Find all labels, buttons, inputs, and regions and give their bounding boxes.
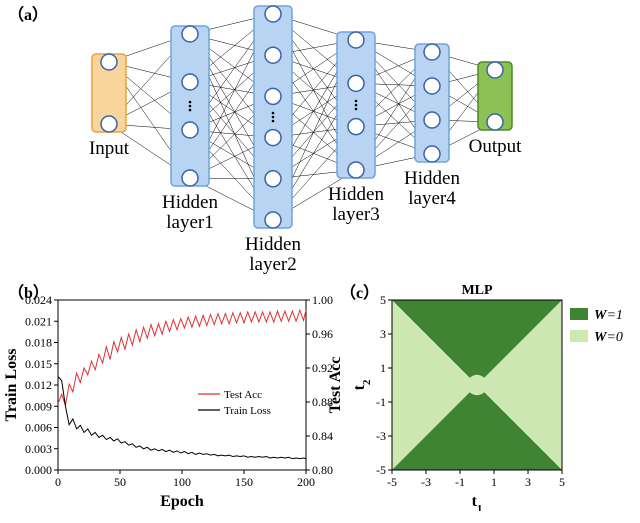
- y-tick-right-label: 0.96: [312, 327, 333, 341]
- y-tick-left-label: 0.003: [25, 442, 52, 456]
- layer-label: Hidden: [245, 234, 301, 255]
- x-axis-label: Epoch: [160, 493, 204, 510]
- x-axis-label: t1: [472, 493, 483, 511]
- y-tick-label: -5: [376, 463, 386, 477]
- x-tick-label: 3: [525, 475, 531, 489]
- neuron-node: [487, 62, 503, 78]
- y-axis-label-right: Test Acc: [327, 357, 340, 414]
- x-tick-label: 50: [114, 475, 126, 489]
- y-tick-label: -1: [376, 395, 386, 409]
- neuron-node: [265, 171, 281, 187]
- layer-label: layer3: [332, 204, 379, 225]
- x-tick-label: 200: [297, 475, 315, 489]
- neuron-node: [182, 26, 198, 42]
- x-tick-label: 5: [559, 475, 565, 489]
- y-tick-left-label: 0.009: [25, 399, 52, 413]
- neuron-node: [348, 75, 364, 91]
- neuron-node: [348, 32, 364, 48]
- region-center-circle: [467, 375, 487, 395]
- legend-label: Train Loss: [224, 405, 271, 417]
- chart-title: MLP: [461, 283, 493, 298]
- neuron-node: [265, 6, 281, 22]
- chart-frame: [58, 300, 306, 470]
- y-tick-left-label: 0.024: [25, 293, 52, 307]
- y-tick-right-label: 0.80: [312, 463, 333, 477]
- legend-label: W=1: [594, 308, 623, 323]
- y-axis-label-left: Train Loss: [3, 348, 20, 421]
- line-test-acc: [58, 310, 306, 405]
- panel-label-c: （c）: [340, 284, 379, 302]
- panel-b-training-chart: （b）0501001502000.0000.0030.0060.0090.012…: [0, 278, 340, 511]
- neuron-node: [265, 88, 281, 104]
- neuron-node: [348, 162, 364, 178]
- ellipsis-dot: [355, 108, 358, 111]
- ellipsis-dot: [355, 100, 358, 103]
- neuron-node: [348, 119, 364, 135]
- neuron-node: [182, 74, 198, 90]
- panel-a-network-diagram: （a）InputHiddenlayer1Hiddenlayer2Hiddenla…: [0, 0, 640, 290]
- layer-label: Output: [469, 136, 523, 157]
- ellipsis-dot: [272, 120, 275, 123]
- layer-label: Input: [89, 138, 130, 159]
- ellipsis-dot: [189, 101, 192, 104]
- neuron-node: [265, 212, 281, 228]
- y-tick-left-label: 0.006: [25, 421, 52, 435]
- x-tick-label: -1: [455, 475, 465, 489]
- y-tick-right-label: 0.84: [312, 429, 333, 443]
- neuron-node: [101, 116, 117, 132]
- ellipsis-dot: [272, 116, 275, 119]
- layer-box: [415, 44, 449, 162]
- neuron-node: [265, 130, 281, 146]
- y-tick-label: 3: [380, 327, 386, 341]
- neuron-node: [265, 47, 281, 63]
- x-tick-label: 100: [173, 475, 191, 489]
- ellipsis-dot: [189, 105, 192, 108]
- legend-swatch: [570, 308, 588, 320]
- neuron-node: [424, 78, 440, 94]
- x-tick-label: 0: [55, 475, 61, 489]
- y-tick-label: -3: [376, 429, 386, 443]
- neuron-node: [182, 122, 198, 138]
- legend-swatch: [570, 330, 588, 342]
- layer-label: Hidden: [404, 168, 460, 189]
- y-tick-label: 5: [380, 293, 386, 307]
- ellipsis-dot: [272, 112, 275, 115]
- y-tick-left-label: 0.021: [25, 314, 52, 328]
- neuron-node: [424, 44, 440, 60]
- y-tick-left-label: 0.015: [25, 357, 52, 371]
- neuron-node: [424, 112, 440, 128]
- neuron-node: [424, 146, 440, 162]
- y-tick-label: 1: [380, 361, 386, 375]
- line-train-loss: [58, 377, 306, 459]
- x-tick-label: -3: [421, 475, 431, 489]
- x-tick-label: 1: [491, 475, 497, 489]
- y-tick-left-label: 0.012: [25, 378, 52, 392]
- neuron-node: [182, 170, 198, 186]
- neuron-node: [101, 54, 117, 70]
- y-tick-left-label: 0.018: [25, 336, 52, 350]
- ellipsis-dot: [189, 109, 192, 112]
- y-axis-label: t2: [351, 379, 373, 390]
- neuron-node: [487, 114, 503, 130]
- panel-label-a: （a）: [8, 6, 48, 24]
- layer-label: Hidden: [328, 184, 384, 205]
- layer-label: layer2: [249, 254, 296, 275]
- x-tick-label: 150: [235, 475, 253, 489]
- y-tick-right-label: 1.00: [312, 293, 333, 307]
- legend-label: Test Acc: [224, 389, 262, 401]
- layer-label: layer4: [408, 188, 456, 209]
- ellipsis-dot: [355, 104, 358, 107]
- legend-label: W=0: [594, 330, 623, 345]
- panel-c-mlp-region-chart: （c） -5-5 -3 -3 -1 -1 1 1 3 3 5 5 MLP t1 t2 W=1 W=0: [340, 278, 640, 511]
- layer-label: Hidden: [162, 192, 218, 213]
- layer-label: layer1: [166, 212, 213, 233]
- y-tick-left-label: 0.000: [25, 463, 52, 477]
- x-tick-label: -5: [387, 475, 397, 489]
